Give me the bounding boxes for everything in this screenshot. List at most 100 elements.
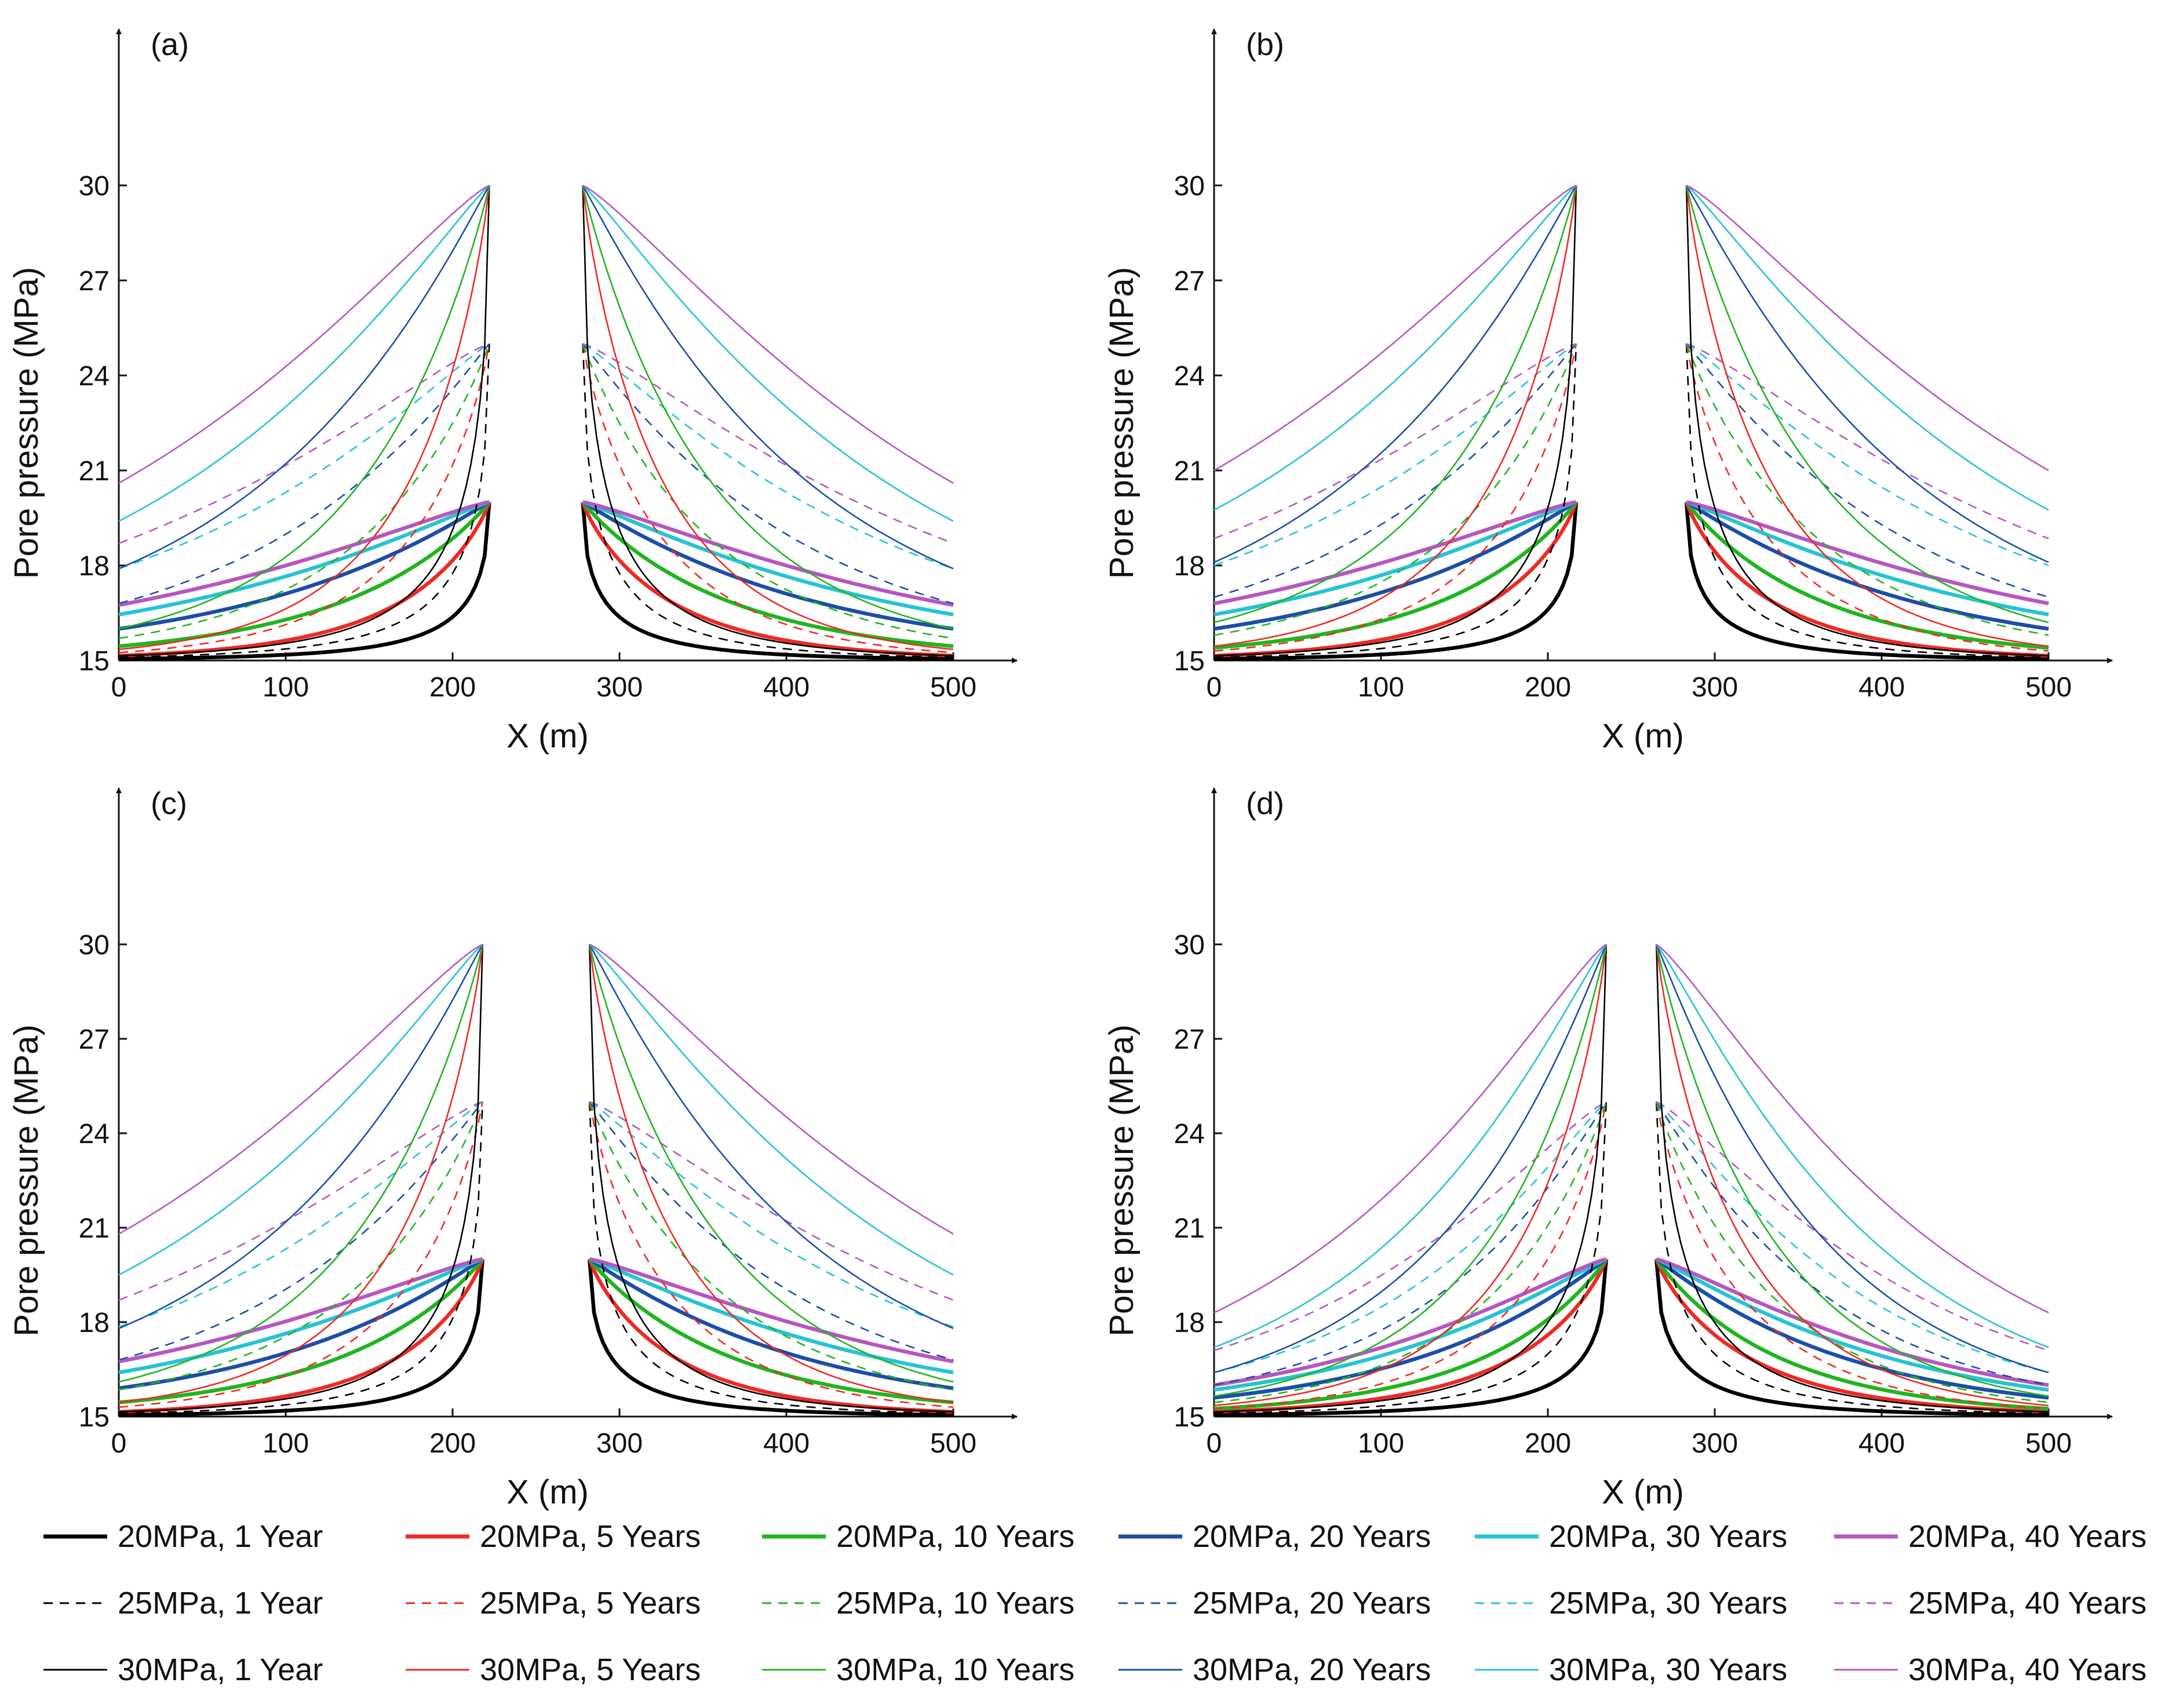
curve-left-25MPa-30-Years: [1213, 1101, 1607, 1374]
curve-left-20MPa-10-Years: [1213, 1258, 1608, 1411]
curve-left-25MPa-1-Year: [118, 344, 490, 658]
curve-right-25MPa-10-Years: [1655, 1101, 2049, 1403]
curve-right-30MPa-5-Years: [1685, 185, 2049, 647]
y-tick-label: 18: [1174, 551, 1205, 582]
curve-right-20MPa-40-Years: [1686, 500, 2049, 605]
x-tick-label: 300: [596, 672, 643, 703]
curve-left-30MPa-1-Year: [118, 944, 484, 1413]
y-tick-label: 21: [79, 1213, 110, 1244]
curve-right-20MPa-20-Years: [1685, 500, 2049, 631]
curve-left-30MPa-1-Year: [118, 185, 490, 657]
curve-left-30MPa-40-Years: [1213, 943, 1607, 1313]
curve-left-30MPa-5-Years: [1213, 944, 1608, 1407]
curve-right-30MPa-30-Years: [582, 185, 954, 522]
curve-left-20MPa-40-Years: [1213, 1257, 1607, 1387]
curve-left-30MPa-40-Years: [1213, 184, 1577, 472]
curve-right-30MPa-40-Years: [582, 184, 954, 484]
curve-left-20MPa-40-Years: [118, 1257, 483, 1364]
curve-right-25MPa-40-Years: [589, 1101, 954, 1301]
legend-label: 20MPa, 10 Years: [836, 1519, 1074, 1554]
curve-left-20MPa-20-Years: [118, 500, 490, 631]
y-axis-title: Pore pressure (MPa): [8, 1024, 45, 1336]
x-tick-label: 0: [111, 672, 127, 703]
curve-left-20MPa-30-Years: [1213, 1257, 1608, 1392]
curve-left-30MPa-5-Years: [118, 185, 490, 651]
x-tick-label: 300: [596, 1428, 643, 1459]
curve-left-25MPa-10-Years: [1213, 343, 1577, 636]
x-tick-label: 200: [1525, 672, 1571, 703]
curve-right-25MPa-20-Years: [1686, 343, 2049, 598]
x-tick-label: 0: [1207, 672, 1222, 703]
curve-left-25MPa-1-Year: [1213, 1101, 1608, 1414]
curve-left-25MPa-20-Years: [1213, 1101, 1607, 1386]
curve-left-30MPa-30-Years: [118, 185, 490, 522]
curve-right-30MPa-10-Years: [1655, 944, 2049, 1397]
y-tick-label: 15: [1174, 646, 1205, 677]
y-tick-label: 18: [79, 1308, 110, 1338]
curve-left-20MPa-1-Year: [118, 502, 491, 661]
y-tick-label: 24: [1174, 361, 1205, 392]
curve-right-30MPa-40-Years: [1656, 943, 2049, 1313]
curve-left-20MPa-1-Year: [1213, 502, 1579, 661]
x-tick-label: 200: [429, 1428, 476, 1459]
curve-left-20MPa-1-Year: [118, 1259, 485, 1417]
curve-right-25MPa-1-Year: [582, 344, 954, 658]
x-tick-label: 0: [1207, 1428, 1222, 1459]
curve-left-20MPa-10-Years: [1213, 501, 1578, 650]
curve-right-25MPa-40-Years: [582, 343, 954, 544]
curve-left-30MPa-10-Years: [118, 185, 490, 630]
curve-right-30MPa-1-Year: [1655, 944, 2049, 1413]
curve-right-20MPa-10-Years: [1654, 1258, 2049, 1411]
y-axis-title: Pore pressure (MPa): [1103, 267, 1140, 579]
y-tick-label: 24: [79, 361, 110, 392]
curve-right-30MPa-5-Years: [582, 185, 954, 651]
y-tick-label: 30: [1174, 171, 1205, 202]
curve-right-30MPa-40-Years: [1686, 184, 2049, 472]
legend-label: 30MPa, 10 Years: [836, 1652, 1074, 1687]
legend: 20MPa, 1 Year 20MPa, 5 Years 20MPa, 10 Yea…: [43, 1519, 2146, 1687]
curve-left-20MPa-40-Years: [118, 500, 490, 607]
legend-label: 25MPa, 20 Years: [1193, 1586, 1431, 1621]
y-tick-label: 27: [79, 1024, 110, 1055]
y-tick-label: 27: [1174, 266, 1205, 297]
curve-left-25MPa-20-Years: [1213, 343, 1577, 598]
x-tick-label: 100: [263, 672, 309, 703]
x-tick-label: 100: [1358, 672, 1404, 703]
curve-left-25MPa-40-Years: [118, 343, 490, 544]
curve-left-20MPa-30-Years: [118, 500, 490, 616]
legend-label: 30MPa, 5 Years: [480, 1652, 701, 1687]
curve-left-25MPa-20-Years: [118, 1101, 483, 1361]
curve-right-25MPa-40-Years: [1656, 1101, 2049, 1352]
y-tick-label: 24: [79, 1119, 110, 1149]
curve-left-25MPa-30-Years: [118, 1101, 483, 1328]
curve-left-25MPa-30-Years: [1213, 343, 1577, 567]
curve-right-30MPa-30-Years: [589, 944, 954, 1276]
y-tick-label: 15: [1174, 1402, 1205, 1433]
curve-right-25MPa-30-Years: [1656, 1101, 2049, 1374]
curve-right-25MPa-30-Years: [582, 343, 954, 570]
curve-right-25MPa-5-Years: [588, 1101, 954, 1408]
legend-label: 30MPa, 40 Years: [1908, 1652, 2146, 1687]
x-tick-label: 200: [1525, 1428, 1571, 1459]
legend-label: 20MPa, 20 Years: [1193, 1519, 1431, 1554]
curve-left-25MPa-40-Years: [1213, 343, 1577, 539]
y-tick-label: 18: [1174, 1308, 1205, 1338]
curve-right-25MPa-30-Years: [589, 1101, 954, 1328]
curve-left-20MPa-20-Years: [118, 1257, 484, 1391]
x-tick-label: 100: [263, 1428, 309, 1459]
y-axis-title: Pore pressure (MPa): [1103, 1024, 1140, 1336]
x-axis-title: X (m): [1602, 1473, 1684, 1511]
curve-right-30MPa-20-Years: [582, 185, 954, 570]
curve-right-30MPa-1-Year: [1685, 185, 2049, 657]
x-tick-label: 400: [1858, 672, 1905, 703]
curve-right-20MPa-40-Years: [1656, 1257, 2049, 1387]
curve-left-30MPa-40-Years: [118, 943, 483, 1235]
legend-label: 20MPa, 40 Years: [1908, 1519, 2146, 1554]
curve-right-30MPa-20-Years: [1685, 185, 2049, 563]
curve-right-20MPa-30-Years: [582, 500, 954, 616]
x-tick-label: 400: [763, 672, 810, 703]
x-tick-label: 100: [1358, 1428, 1404, 1459]
legend-label: 30MPa, 20 Years: [1193, 1652, 1431, 1687]
curve-left-20MPa-30-Years: [118, 1257, 483, 1375]
curve-left-25MPa-10-Years: [118, 343, 490, 639]
